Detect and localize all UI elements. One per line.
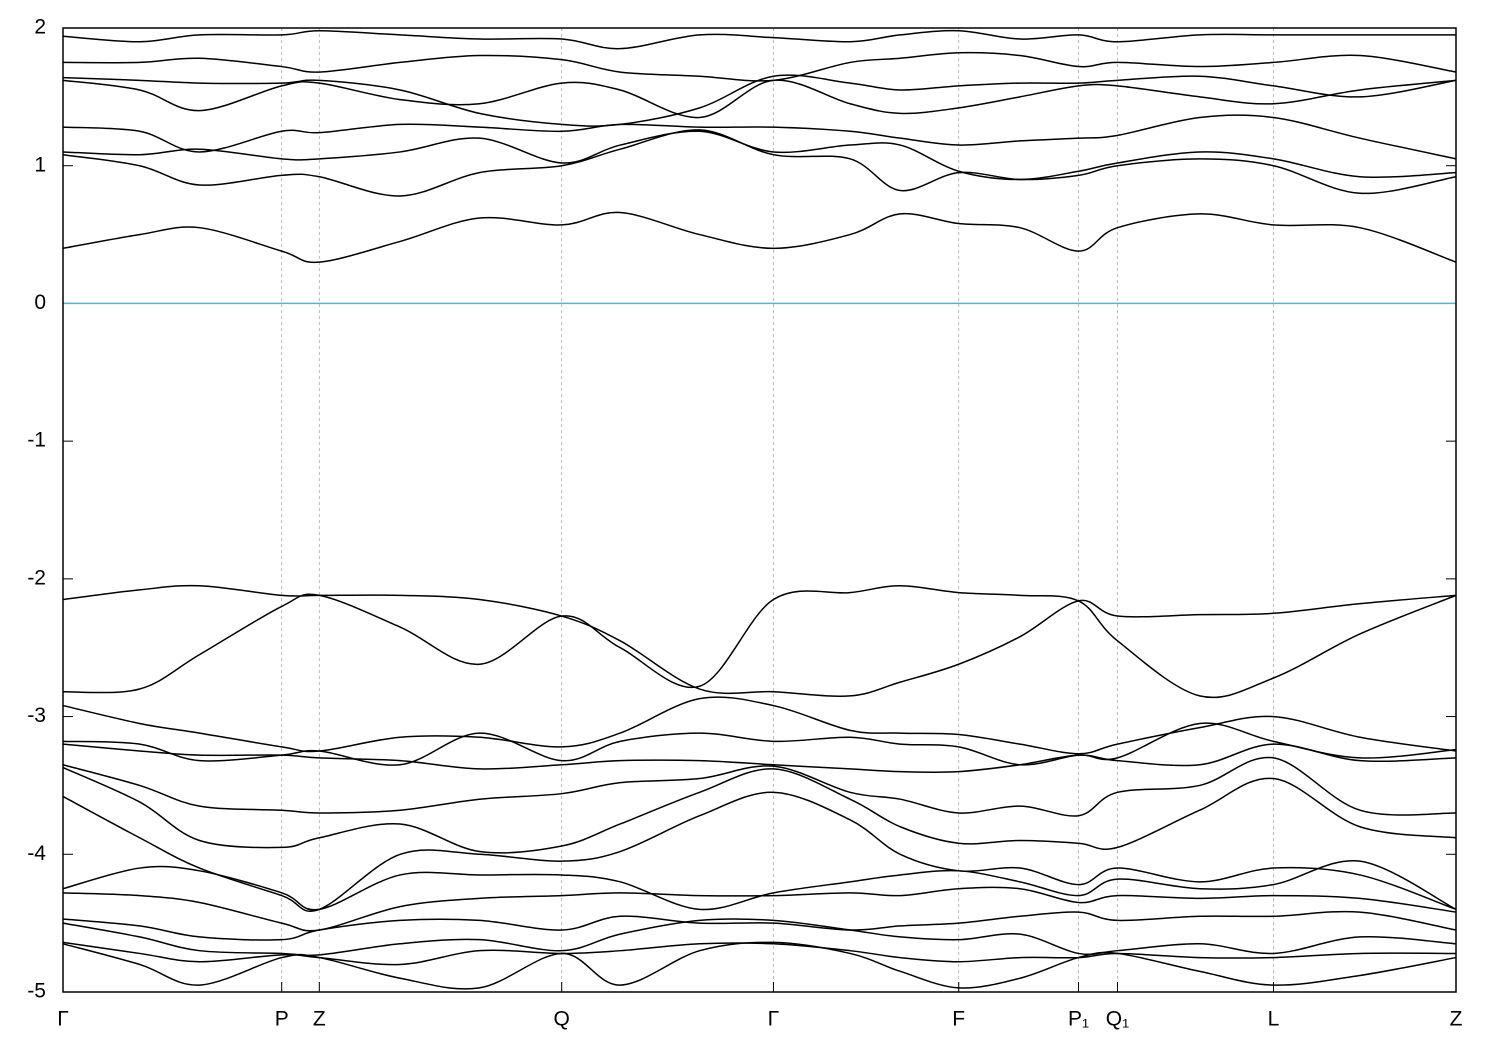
x-tick-label: L xyxy=(1268,1008,1280,1031)
band-line xyxy=(62,211,1457,264)
band-line xyxy=(62,791,1457,912)
band-line xyxy=(62,584,1457,699)
band-line xyxy=(62,743,1457,774)
y-tick-label: 2 xyxy=(34,16,46,39)
x-tick-label: Γ xyxy=(768,1008,780,1031)
y-tick-label: -3 xyxy=(27,704,46,727)
y-tick-label: 0 xyxy=(34,291,46,314)
band-line xyxy=(62,910,1457,941)
band-line xyxy=(62,941,1457,990)
x-tick-label: Q₁ xyxy=(1106,1008,1129,1031)
band-line xyxy=(62,79,1457,119)
x-tick-label: F xyxy=(952,1008,965,1031)
band-line xyxy=(62,696,1457,755)
x-tick-label: P₁ xyxy=(1068,1008,1089,1031)
band-line xyxy=(62,886,1457,932)
y-tick-label: -2 xyxy=(27,566,46,589)
x-tick-label: Z xyxy=(313,1008,326,1031)
band-line xyxy=(62,74,1457,127)
band-line xyxy=(62,130,1457,181)
band-line xyxy=(62,918,1457,957)
y-tick-label: -5 xyxy=(27,980,46,1003)
band-line xyxy=(62,29,1456,50)
plot-frame xyxy=(62,27,1457,993)
band-line xyxy=(62,114,1457,160)
band-line xyxy=(62,584,1457,697)
band-line xyxy=(62,51,1457,82)
x-tick-label: Q xyxy=(554,1008,570,1031)
x-tick-label: Γ xyxy=(57,1008,69,1031)
band-line xyxy=(62,722,1457,766)
x-tick-label: P xyxy=(275,1008,289,1031)
y-tick-label: 1 xyxy=(34,153,46,176)
y-tick-label: -1 xyxy=(27,429,46,452)
y-tick-label: -4 xyxy=(27,842,46,865)
band-line xyxy=(62,766,1457,854)
band-line xyxy=(62,129,1457,197)
x-tick-label: Z xyxy=(1450,1008,1463,1031)
band-line xyxy=(62,859,1457,911)
band-line xyxy=(62,756,1457,817)
